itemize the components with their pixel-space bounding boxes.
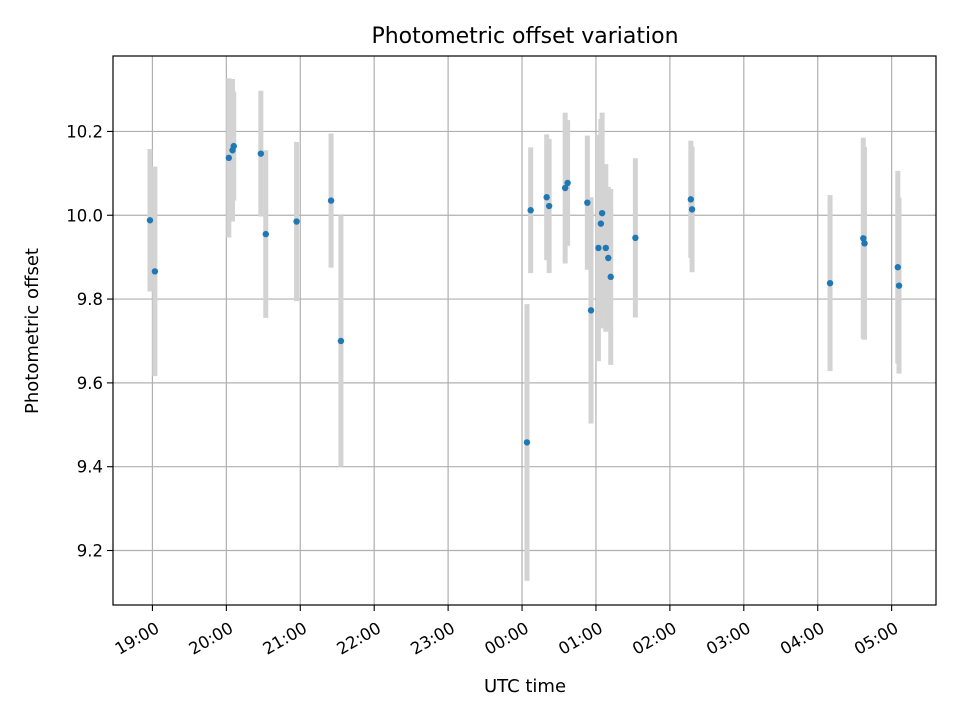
data-point — [894, 264, 902, 271]
data-point — [895, 282, 903, 289]
data-point — [860, 235, 867, 242]
data-point — [257, 150, 265, 157]
data-point — [597, 220, 605, 227]
data-point — [602, 244, 610, 252]
x-tick-label: 23:00 — [407, 618, 458, 658]
data-point — [595, 244, 602, 252]
y-tick-label: 10.2 — [66, 122, 103, 141]
data-point — [688, 206, 696, 213]
data-point — [607, 273, 614, 281]
data-point — [826, 279, 834, 287]
x-tick-label: 22:00 — [334, 618, 385, 658]
data-point — [230, 142, 237, 150]
data-point — [543, 194, 550, 201]
x-axis-ticks: 19:00 20:00 21:00 22:00 23:00 00:00 01:00 02:00… — [112, 605, 902, 659]
data-point — [337, 337, 345, 345]
x-tick-label: 00:00 — [481, 618, 532, 658]
data-point — [262, 230, 269, 238]
data-point — [545, 202, 553, 210]
x-tick-label: 01:00 — [555, 618, 606, 658]
x-axis-label: UTC time — [484, 676, 566, 697]
plot-frame — [112, 55, 937, 606]
x-tick-label: 03:00 — [703, 618, 754, 658]
x-tick-label: 04:00 — [777, 618, 828, 658]
data-point — [632, 234, 639, 242]
y-tick-label: 9.6 — [77, 374, 103, 393]
x-tick-label: 19:00 — [112, 618, 163, 658]
data-point — [225, 154, 233, 162]
data-points — [146, 142, 903, 446]
data-point — [605, 254, 612, 262]
data-point — [146, 217, 154, 224]
data-point — [527, 207, 534, 214]
data-point — [598, 209, 606, 217]
data-point — [687, 196, 695, 203]
y-tick-label: 9.2 — [77, 542, 103, 561]
chart-title: Photometric offset variation — [371, 24, 678, 49]
data-point — [861, 240, 868, 247]
y-axis-ticks: 9.2 9.4 9.6 9.8 10.0 10.2 — [66, 122, 113, 561]
y-tick-label: 10.0 — [66, 206, 103, 225]
x-tick-label: 02:00 — [629, 618, 680, 658]
data-point — [523, 439, 531, 446]
data-point — [327, 197, 335, 204]
y-axis-label: Photometric offset — [22, 248, 43, 414]
x-tick-label: 05:00 — [851, 618, 902, 658]
y-tick-label: 9.4 — [77, 458, 103, 477]
data-point — [151, 268, 159, 275]
data-point — [564, 179, 571, 187]
x-tick-label: 21:00 — [260, 618, 311, 658]
data-point — [584, 199, 591, 206]
data-point — [561, 184, 569, 192]
data-point — [587, 307, 595, 314]
y-tick-label: 9.8 — [77, 290, 103, 309]
data-point — [293, 218, 300, 225]
x-tick-label: 20:00 — [186, 618, 237, 658]
